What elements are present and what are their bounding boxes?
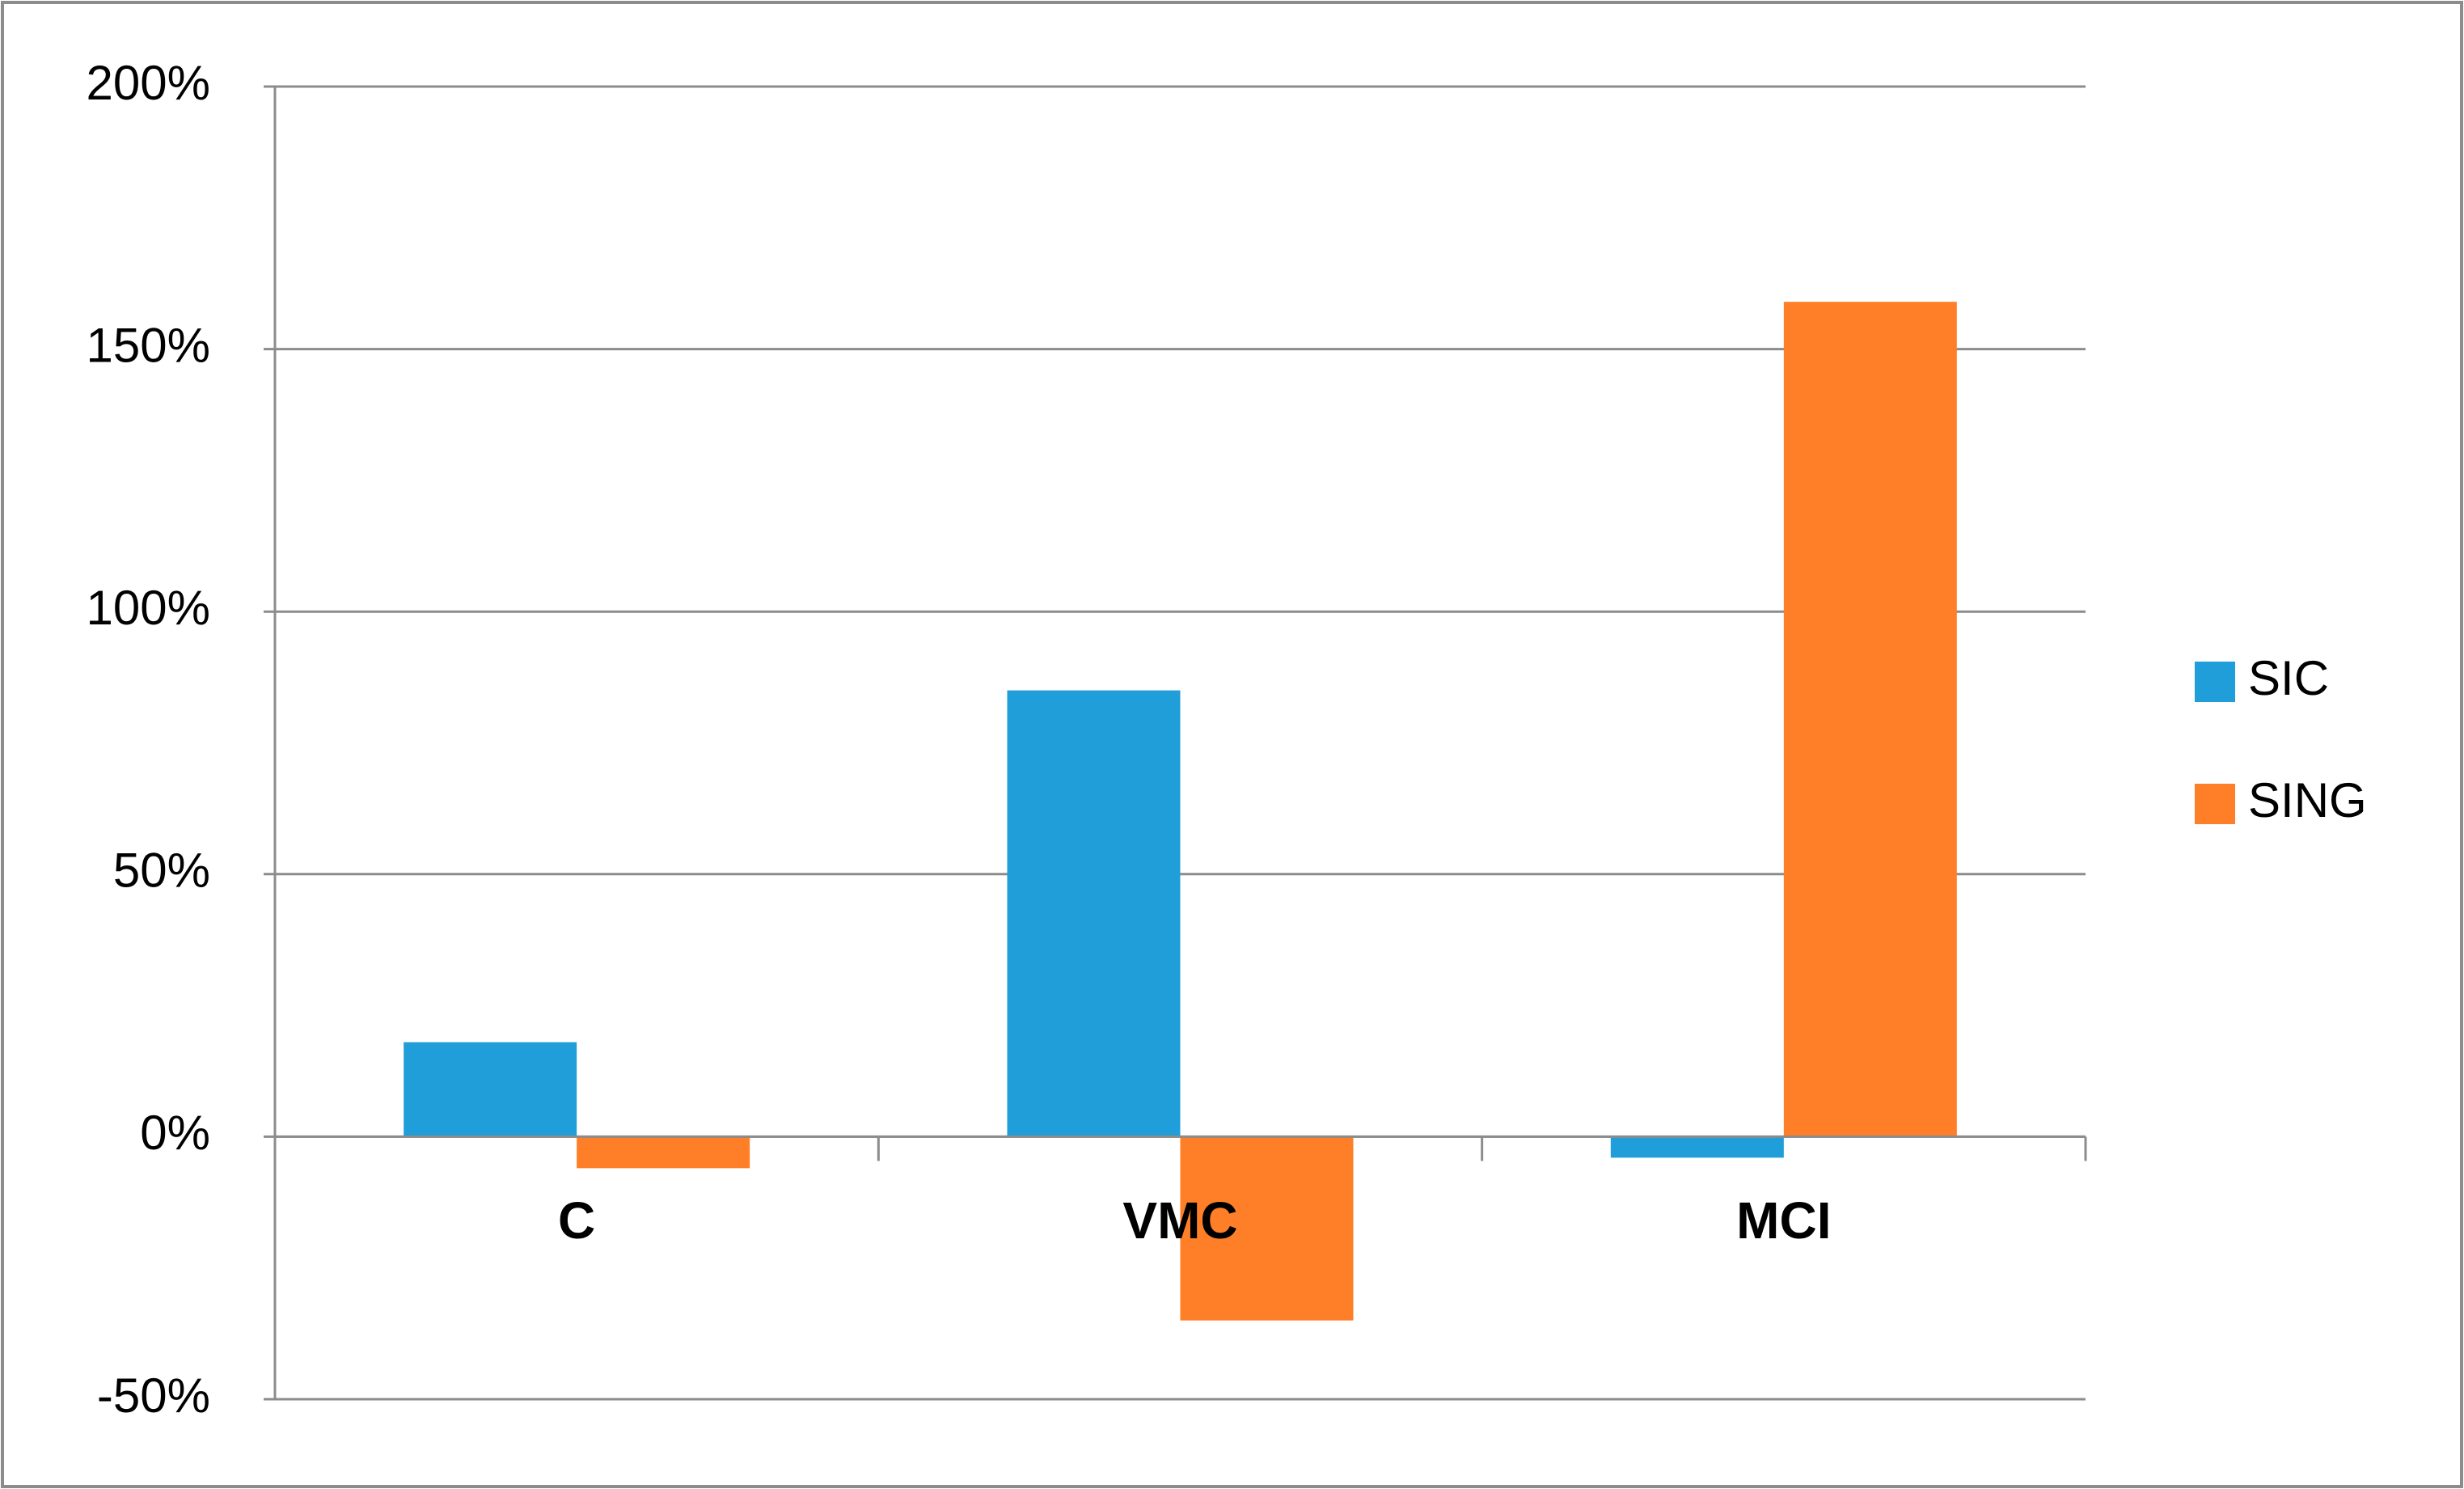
x-tick-label: VMC — [1122, 1191, 1237, 1250]
bar — [404, 1042, 577, 1137]
legend-swatch — [2195, 784, 2235, 824]
legend-swatch — [2195, 662, 2235, 702]
bar — [1610, 1136, 1784, 1158]
y-tick-label: 50% — [113, 844, 210, 898]
y-tick-label: 0% — [140, 1106, 210, 1160]
x-tick-label: MCI — [1736, 1191, 1831, 1250]
y-tick-label: 200% — [87, 56, 210, 110]
y-tick-label: 150% — [87, 318, 210, 372]
bar — [1783, 302, 1957, 1137]
bar — [577, 1136, 750, 1169]
y-tick-label: -50% — [97, 1368, 210, 1423]
y-tick-label: 100% — [87, 581, 210, 635]
bar — [1007, 690, 1181, 1137]
x-tick-label: C — [558, 1191, 595, 1250]
legend-label: SING — [2248, 773, 2367, 827]
legend-label: SIC — [2248, 651, 2329, 705]
bar — [1180, 1136, 1354, 1321]
